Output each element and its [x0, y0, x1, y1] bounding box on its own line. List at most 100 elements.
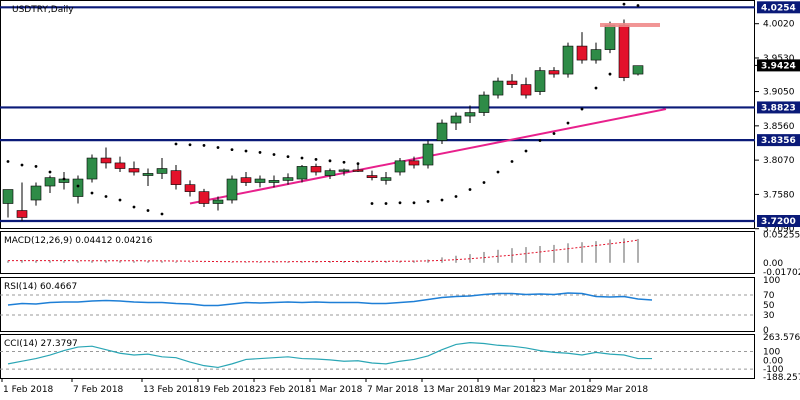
macd-tick-label: 0.00 [763, 259, 783, 269]
macd-tick-label: 0.05255 [763, 230, 800, 240]
macd-indicator-title: MACD(12,26,9) 0.04412 0.04216 [4, 236, 153, 246]
macd-layer [7, 238, 639, 263]
sar-dot [132, 205, 136, 209]
bearish-candle [576, 45, 588, 61]
price-tick-label: 3.9530 [763, 54, 795, 64]
level-price-tag [757, 1, 800, 14]
sar-dot [608, 72, 612, 76]
bearish-candle [240, 177, 252, 183]
bullish-candle [380, 177, 392, 181]
bearish-candle [128, 168, 140, 173]
sar-dot [244, 149, 248, 153]
rsi-tick-label: 70 [763, 291, 775, 301]
sar-dot [230, 148, 234, 152]
bullish-candle [394, 160, 406, 173]
bullish-candle [478, 94, 490, 113]
price-tick-label: 3.7580 [763, 190, 795, 200]
bearish-candle [506, 80, 518, 85]
rsi-tick-label: 0 [763, 326, 769, 336]
bullish-candle [296, 166, 308, 180]
sar-dot [356, 162, 360, 166]
sar-dot [6, 160, 10, 163]
cci-tick-label: -100 [763, 365, 784, 375]
sar-dot [566, 121, 570, 125]
price-layer [0, 2, 755, 223]
cci-tick-label: 263.5762 [763, 333, 800, 343]
rsi-tick-label: 100 [763, 276, 780, 286]
sar-dot [34, 165, 38, 168]
sar-dot [426, 200, 430, 203]
bullish-candle [450, 115, 462, 124]
bullish-candle [212, 199, 224, 204]
bullish-candle [534, 70, 546, 92]
bearish-candle [100, 157, 112, 164]
bearish-candle [310, 166, 322, 173]
bearish-candle [352, 169, 364, 172]
date-tick-label: 19 Feb 2018 [199, 385, 255, 395]
level-price-tag [757, 101, 800, 114]
bearish-candle [520, 84, 532, 96]
sar-dot [636, 4, 640, 7]
sar-dot [398, 201, 402, 205]
rsi-tick-label: 50 [763, 301, 775, 311]
level-price-tag [757, 134, 800, 147]
sar-dot [510, 160, 514, 163]
sar-dot [286, 155, 290, 159]
sar-dot [202, 144, 206, 147]
sar-dot [580, 107, 584, 111]
bearish-candle [548, 70, 560, 75]
sar-dot [258, 151, 262, 154]
bearish-candle [408, 160, 420, 166]
current-price-label: 3.9424 [761, 61, 796, 71]
bullish-candle [226, 178, 238, 201]
sar-dot [216, 146, 220, 149]
bullish-candle [156, 168, 168, 174]
bullish-candle [86, 157, 98, 180]
sar-dot [20, 163, 24, 167]
cci-panel-frame [0, 334, 755, 379]
bearish-candle [184, 184, 196, 192]
macd-tick-label: -0.01702 [763, 268, 800, 278]
sar-dot [524, 149, 528, 153]
sar-dot [538, 139, 542, 142]
sar-dot [62, 177, 66, 181]
date-tick-label: 7 Feb 2018 [73, 385, 124, 395]
level-price-tag-label: 4.0254 [761, 3, 796, 13]
sar-dot [496, 170, 500, 174]
sar-dot [48, 170, 52, 174]
sar-dot [328, 159, 332, 163]
sar-dot [594, 86, 598, 90]
sar-dot [104, 195, 108, 198]
price-panel-frame [0, 0, 755, 229]
cci-indicator-title: CCI(14) 27.3797 [4, 339, 78, 349]
date-tick-label: 13 Feb 2018 [143, 385, 199, 395]
bullish-candle [436, 122, 448, 141]
date-tick-label: 7 Mar 2018 [367, 385, 419, 395]
current-price-tag [757, 59, 800, 72]
bearish-candle [198, 191, 210, 204]
bullish-candle [464, 112, 476, 117]
bullish-candle [604, 24, 616, 50]
macd-panel-frame [0, 231, 755, 274]
bullish-candle [30, 185, 42, 201]
date-tick-label: 23 Mar 2018 [535, 385, 592, 395]
bearish-candle [170, 170, 182, 185]
cci-line [7, 342, 652, 369]
rsi-tick-label: 30 [763, 311, 775, 321]
sar-dot [314, 158, 318, 161]
level-price-tag-label: 3.8356 [761, 136, 796, 146]
bearish-candle [114, 162, 126, 169]
price-tick-label: 3.9050 [763, 88, 795, 98]
cci-layer [0, 342, 755, 370]
bullish-candle [142, 173, 154, 176]
sar-dot [342, 160, 346, 164]
sar-dot [482, 181, 486, 184]
sar-dot [118, 198, 122, 202]
bullish-candle [268, 180, 280, 183]
sar-dot [76, 184, 80, 188]
bullish-candle [282, 177, 294, 181]
macd-signal-line [8, 239, 639, 263]
bullish-candle [324, 170, 336, 176]
bearish-candle [618, 24, 630, 78]
